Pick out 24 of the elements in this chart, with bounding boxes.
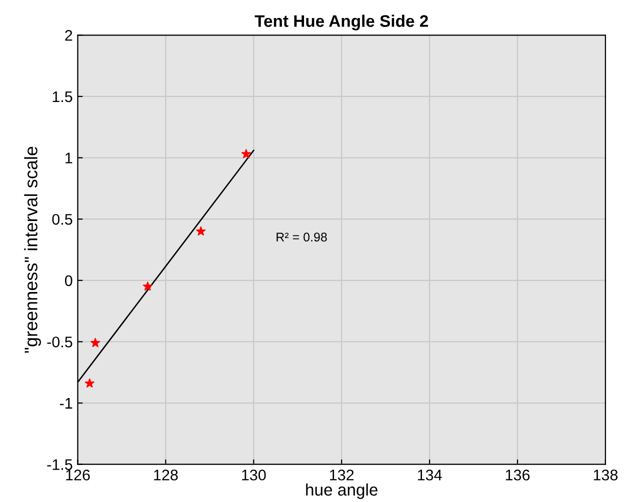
y-tick-label: 1 (66, 152, 72, 164)
x-tick-label: 130 (242, 470, 266, 480)
y-tick-label: -0.5 (47, 336, 72, 348)
point (84, 378, 94, 388)
point (90, 338, 100, 348)
y-tick-label: 0 (64, 275, 72, 286)
x-tick-label: 136 (506, 470, 530, 480)
annotation: R² = 0.98 (276, 232, 327, 242)
point (196, 226, 206, 236)
point (142, 282, 152, 291)
chart-title: Tent Hue Angle Side 2 (254, 14, 428, 30)
x-tick-label: 134 (418, 470, 442, 480)
y-tick-label: 1.5 (52, 91, 72, 102)
x-tick-label: 138 (594, 470, 618, 480)
y-axis-title: "greenness" interval scale (24, 146, 41, 353)
point (241, 149, 251, 158)
x-tick-label: 128 (154, 470, 178, 480)
y-tick-label: -1.5 (47, 459, 72, 470)
x-tick-label: 126 (66, 470, 90, 480)
y-tick-label: 2 (65, 30, 72, 41)
y-tick-label: -1 (60, 398, 72, 409)
x-axis-title: hue angle (306, 483, 378, 499)
y-tick-label: 0.5 (52, 214, 72, 225)
x-tick-label: 132 (330, 470, 354, 480)
